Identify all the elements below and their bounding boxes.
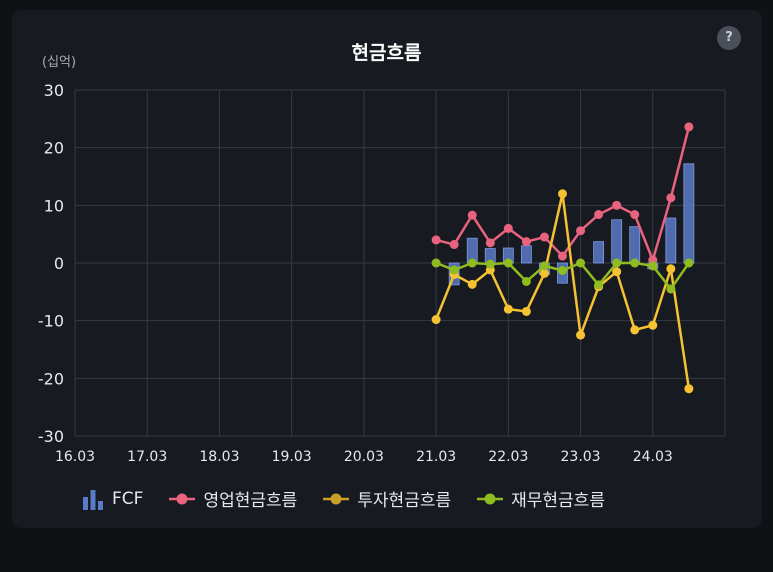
operating-cf-point xyxy=(485,238,495,248)
x-tick-label: 22.03 xyxy=(488,449,528,465)
financing-cf-point xyxy=(630,258,640,268)
investing-cf-point xyxy=(648,320,658,330)
financing-cf-point xyxy=(594,280,604,290)
legend-item-investing[interactable]: 투자현금흐름 xyxy=(323,486,451,511)
operating-cf-point xyxy=(539,232,549,242)
operating-cf-point xyxy=(449,240,459,250)
operating-cf-point xyxy=(576,226,586,236)
investing-cf-line xyxy=(434,192,691,389)
x-tick-label: 20.03 xyxy=(344,449,384,465)
investing-cf-point xyxy=(539,268,549,278)
x-tick-label: 19.03 xyxy=(272,449,312,465)
investing-cf-point xyxy=(576,330,586,340)
cash-flow-card xyxy=(12,10,762,528)
financing-cf-point xyxy=(558,265,567,275)
x-tick-label: 17.03 xyxy=(127,449,167,465)
investing-cf-point xyxy=(684,384,694,394)
y-tick-label: 0 xyxy=(54,254,64,273)
investing-cf-point xyxy=(503,304,513,314)
y-tick-label: 10 xyxy=(44,196,64,215)
operating-cf-point xyxy=(666,193,676,203)
financing-cf-point xyxy=(431,258,441,268)
operating-cf-point xyxy=(594,210,604,220)
investing-cf-point xyxy=(431,315,441,325)
legend-item-financing[interactable]: 재무현금흐름 xyxy=(477,486,605,511)
chart-legend: FCF 영업현금흐름 투자현금흐름 재무현금흐름 xyxy=(82,486,631,511)
financing-cf-point xyxy=(684,258,694,268)
financing-cf-point xyxy=(576,258,586,268)
operating-cf-point xyxy=(612,200,622,210)
x-tick-label: 16.03 xyxy=(55,449,95,465)
investing-cf-point xyxy=(558,189,567,199)
y-tick-label: 20 xyxy=(44,139,64,158)
fcf-bar xyxy=(683,163,695,264)
line-dot-icon xyxy=(323,493,350,504)
financing-cf-point xyxy=(503,258,513,268)
operating-cf-point xyxy=(630,210,640,220)
legend-label-investing: 투자현금흐름 xyxy=(357,491,452,511)
financing-cf-point xyxy=(449,265,459,275)
financing-cf-point xyxy=(539,261,549,271)
legend-item-operating[interactable]: 영업현금흐름 xyxy=(169,486,297,511)
investing-cf-point xyxy=(467,279,477,289)
cash-flow-chart: 30 20 10 0 -10 -20 -30 16.03 17.03 18.03 19.03 20.0… xyxy=(38,81,726,465)
fcf-bar xyxy=(520,245,532,264)
investing-cf-point xyxy=(630,325,640,335)
legend-label-fcf: FCF xyxy=(112,488,144,509)
financing-cf-point xyxy=(485,259,495,269)
chart-title: 현금흐름 xyxy=(351,42,422,64)
help-icon[interactable]: ? xyxy=(717,26,741,50)
financing-cf-point xyxy=(521,276,531,286)
line-dot-icon xyxy=(169,493,196,504)
legend-label-financing: 재무현금흐름 xyxy=(511,491,605,511)
fcf-bar xyxy=(611,219,623,264)
y-tick-label: 30 xyxy=(44,81,64,100)
operating-cf-point xyxy=(503,223,513,233)
investing-cf-point xyxy=(666,264,676,274)
fcf-bar xyxy=(593,241,605,264)
investing-cf-point xyxy=(521,306,531,316)
x-tick-label: 23.03 xyxy=(561,449,601,465)
operating-cf-point xyxy=(684,122,694,132)
operating-cf-point xyxy=(558,251,567,261)
x-tick-label: 24.03 xyxy=(633,449,673,465)
x-tick-label: 18.03 xyxy=(199,449,239,465)
financing-cf-point xyxy=(648,261,658,271)
operating-cf-point xyxy=(521,237,531,247)
y-tick-label: -30 xyxy=(38,427,64,446)
y-tick-label: -20 xyxy=(38,369,64,388)
line-dot-icon xyxy=(477,493,504,504)
financing-cf-point xyxy=(612,258,622,268)
legend-label-operating: 영업현금흐름 xyxy=(203,491,298,511)
financing-cf-point xyxy=(666,284,676,294)
x-tick-label: 21.03 xyxy=(416,449,456,465)
fcf-bar xyxy=(629,226,641,264)
operating-cf-point xyxy=(467,210,477,220)
legend-item-fcf[interactable]: FCF xyxy=(82,488,143,510)
fcf-bar xyxy=(665,217,677,264)
y-unit-label: (십억) xyxy=(42,55,77,70)
financing-cf-point xyxy=(467,258,477,268)
investing-cf-point xyxy=(612,267,622,277)
bar-chart-icon xyxy=(83,489,103,510)
y-tick-label: -10 xyxy=(38,312,64,331)
operating-cf-point xyxy=(431,235,441,245)
